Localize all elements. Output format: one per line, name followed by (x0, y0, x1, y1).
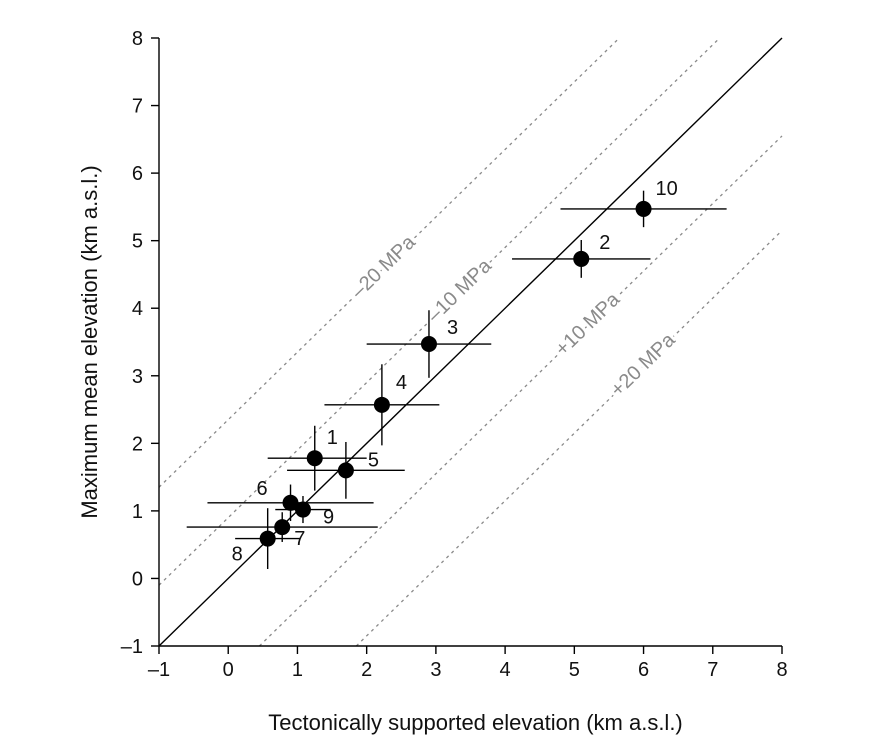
y-axis-label: Maximum mean elevation (km a.s.l.) (77, 165, 102, 518)
y-tick-label: 4 (132, 298, 143, 320)
point-label: 2 (599, 232, 610, 254)
y-tick-label: 0 (132, 568, 143, 590)
stress-line (355, 230, 783, 647)
point-label: 5 (368, 449, 379, 471)
data-point (306, 450, 323, 467)
data-point (274, 519, 291, 536)
axes: –1 0 1 2 3 4 5 6 7 8 –1 0 1 2 3 4 5 6 7 8 (121, 28, 788, 681)
x-tick-label: –1 (148, 659, 170, 681)
error-bars (186, 190, 727, 569)
data-point (259, 530, 276, 547)
x-tick-label: 2 (361, 659, 372, 681)
x-tick-label: 7 (707, 659, 718, 681)
y-tick-label: 8 (132, 28, 143, 50)
x-tick-label: 3 (430, 659, 441, 681)
point-label: 7 (294, 528, 305, 550)
y-tick-label: 2 (132, 433, 143, 455)
data-point (635, 200, 652, 217)
y-tick-label: –1 (121, 636, 143, 658)
data-points (259, 200, 652, 547)
point-label: 3 (447, 317, 458, 339)
stress-line-label: –20 MPa (347, 231, 420, 303)
one-to-one-line (158, 37, 783, 647)
point-label: 10 (656, 178, 678, 200)
data-point (294, 501, 311, 518)
y-tick-label: 3 (132, 366, 143, 388)
x-tick-label: 1 (292, 659, 303, 681)
x-tick-label: 4 (500, 659, 511, 681)
x-tick-label: 6 (638, 659, 649, 681)
data-point (373, 396, 390, 413)
stress-line-label: –10 MPa (423, 254, 496, 326)
data-point (337, 462, 354, 479)
y-tick-label: 1 (132, 501, 143, 523)
data-point (282, 494, 299, 511)
point-label: 8 (232, 544, 243, 566)
point-label: 6 (257, 478, 268, 500)
y-tick-label: 5 (132, 231, 143, 253)
point-label: 4 (396, 372, 407, 394)
stress-line-label: +20 MPa (607, 328, 681, 401)
stress-line (258, 135, 783, 647)
stress-line-label: +10 MPa (551, 288, 625, 361)
y-tick-label: 7 (132, 96, 143, 118)
stress-line (158, 37, 620, 488)
x-tick-label: 5 (569, 659, 580, 681)
point-label: 1 (327, 427, 338, 449)
x-tick-label: 0 (223, 659, 234, 681)
y-tick-label: 6 (132, 163, 143, 185)
stress-line (158, 37, 721, 586)
point-labels: 1 2 3 4 5 6 7 8 9 10 (232, 178, 678, 566)
point-label: 9 (323, 507, 334, 529)
x-tick-label: 8 (776, 659, 787, 681)
data-point (573, 250, 590, 267)
x-axis-label: Tectonically supported elevation (km a.s… (268, 710, 683, 735)
data-point (420, 336, 437, 353)
